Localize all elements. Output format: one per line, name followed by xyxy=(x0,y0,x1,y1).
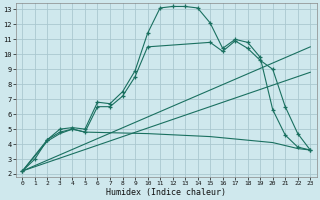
X-axis label: Humidex (Indice chaleur): Humidex (Indice chaleur) xyxy=(106,188,226,197)
